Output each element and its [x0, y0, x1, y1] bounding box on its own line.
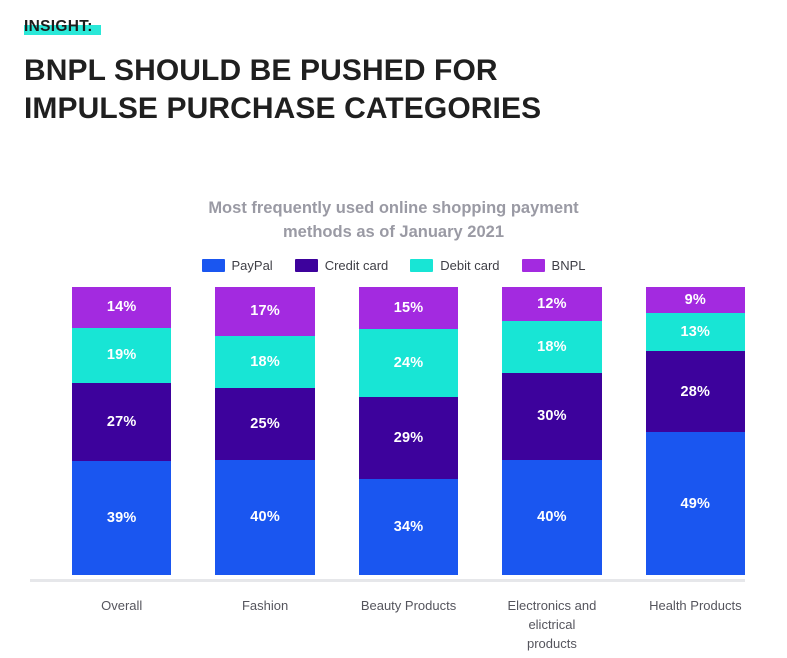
page-title: BNPL SHOULD BE PUSHED FOR IMPULSE PURCHA… [24, 52, 764, 129]
bar-segment-debit-card[interactable]: 24% [358, 329, 459, 397]
chart-title-line-2: methods as of January 2021 [282, 223, 504, 242]
stacked-bar-chart: Most frequently used online shopping pay… [0, 196, 787, 658]
x-axis-label-line: Beauty Products [360, 597, 457, 613]
bar-segment-bnpl[interactable]: 14% [72, 286, 172, 328]
x-axis-label: Health Products [646, 597, 745, 654]
bar-segment-paypal[interactable]: 39% [72, 461, 172, 575]
bar-segment-value: 29% [393, 429, 424, 446]
bar-segment-credit-card[interactable]: 25% [215, 387, 315, 460]
chart-title-line-1: Most frequently used online shopping pay… [208, 199, 579, 217]
legend-swatch-icon [410, 258, 434, 272]
x-axis-label: Electronics and elictrical products [502, 597, 601, 654]
legend-item-debit-card[interactable]: Debit card [410, 257, 500, 273]
legend-item-paypal[interactable]: PayPal [201, 257, 273, 273]
bar-segment-value: 39% [106, 510, 137, 527]
bar-segment-value: 9% [684, 291, 706, 308]
bar-segment-value: 18% [250, 353, 280, 370]
legend-label: Credit card [324, 257, 389, 273]
x-axis-label-line: Fashion [241, 597, 289, 613]
bar-segment-credit-card[interactable]: 29% [358, 396, 459, 479]
x-axis-labels: Overall Fashion Beauty Products Electronics… [0, 597, 787, 654]
bar-segment-debit-card[interactable]: 19% [72, 327, 172, 383]
bar-column[interactable]: 17% 18% 25% 40% [215, 286, 315, 575]
bar-segment-bnpl[interactable]: 15% [358, 286, 459, 330]
x-axis-label-line: Electronics and [507, 597, 597, 613]
bar-segment-paypal[interactable]: 34% [358, 478, 459, 575]
bar-segment-value: 14% [106, 299, 137, 316]
legend-item-credit-card[interactable]: Credit card [294, 257, 389, 273]
bar-segment-value: 12% [537, 296, 567, 313]
bar-segment-value: 28% [680, 383, 711, 400]
x-axis-line [30, 578, 745, 582]
bar-segment-value: 49% [680, 495, 711, 512]
legend-label: BNPL [551, 257, 586, 273]
legend-swatch-icon [521, 258, 545, 272]
bar-segment-value: 24% [393, 355, 424, 372]
legend-label: PayPal [231, 257, 273, 273]
bar-segment-value: 34% [393, 518, 424, 535]
bar-segment-debit-card[interactable]: 18% [215, 335, 315, 388]
bar-column[interactable]: 12% 18% 30% 40% [502, 286, 602, 575]
bar-segment-paypal[interactable]: 40% [215, 459, 315, 575]
bar-segment-value: 13% [680, 323, 711, 340]
bar-segment-value: 30% [537, 408, 567, 425]
x-axis-label-line: Health Products [649, 597, 742, 613]
insight-highlight-bar [24, 25, 101, 35]
headline-line-1: BNPL SHOULD BE PUSHED FOR [24, 54, 498, 87]
chart-plot-area: 14% 19% 27% 39% 17% 18% 25% 40% 15% 24% 29% 34% 12% 1… [0, 286, 787, 582]
bar-segment-value: 27% [106, 414, 137, 431]
legend-swatch-icon [294, 258, 318, 272]
bar-column[interactable]: 14% 19% 27% 39% [72, 286, 172, 575]
legend-swatch-icon [201, 258, 225, 272]
chart-legend: PayPal Credit card Debit card BNPL [0, 258, 787, 273]
bar-segment-value: 19% [106, 347, 137, 364]
headline-line-2: IMPULSE PURCHASE CATEGORIES [24, 92, 542, 126]
bar-segment-debit-card[interactable]: 18% [502, 321, 602, 374]
legend-label: Debit card [440, 257, 500, 273]
bar-segment-bnpl[interactable]: 17% [215, 286, 315, 336]
x-axis-label-line: Overall [101, 597, 143, 613]
bar-segment-debit-card[interactable]: 13% [645, 312, 746, 351]
insight-eyebrow: INSIGHT: [24, 18, 101, 36]
bar-segment-value: 18% [537, 339, 567, 356]
bar-segment-value: 25% [250, 415, 280, 432]
bar-column[interactable]: 9% 13% 28% 49% [645, 286, 746, 575]
x-axis-label-line: elictrical products [526, 616, 577, 651]
legend-item-bnpl[interactable]: BNPL [521, 257, 586, 273]
bar-segment-value: 40% [250, 509, 280, 526]
bar-segment-bnpl[interactable]: 9% [645, 286, 746, 313]
bar-segment-bnpl[interactable]: 12% [502, 286, 602, 322]
bar-segment-credit-card[interactable]: 28% [645, 350, 746, 433]
bar-segment-value: 15% [393, 299, 424, 316]
bar-segment-value: 17% [250, 303, 280, 320]
x-axis-label: Beauty Products [359, 597, 458, 654]
bar-segment-paypal[interactable]: 40% [502, 459, 602, 575]
bar-segment-value: 40% [537, 509, 567, 526]
insight-label: INSIGHT: [24, 18, 93, 35]
bar-group: 14% 19% 27% 39% 17% 18% 25% 40% 15% 24% 29% 34% 12% 1… [72, 286, 746, 575]
bar-segment-credit-card[interactable]: 30% [502, 373, 602, 460]
x-axis-label: Overall [72, 597, 171, 654]
bar-column[interactable]: 15% 24% 29% 34% [358, 286, 459, 575]
header-block: INSIGHT: BNPL SHOULD BE PUSHED FOR IMPUL… [24, 18, 764, 129]
x-axis-label: Fashion [215, 597, 314, 654]
chart-title: Most frequently used online shopping pay… [0, 196, 787, 245]
bar-segment-credit-card[interactable]: 27% [72, 382, 172, 462]
bar-segment-paypal[interactable]: 49% [645, 432, 746, 575]
